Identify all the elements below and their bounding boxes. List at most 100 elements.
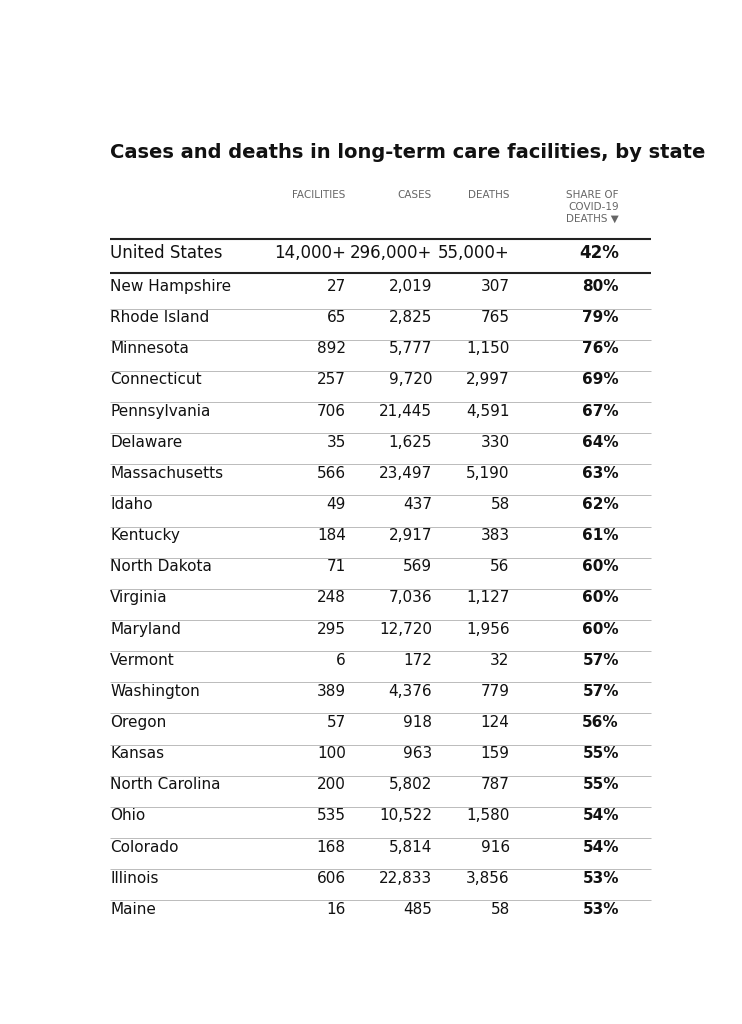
Text: Delaware: Delaware [110,435,183,450]
Text: 892: 892 [317,341,346,356]
Text: 307: 307 [481,279,510,294]
Text: 60%: 60% [582,591,619,605]
Text: 62%: 62% [582,497,619,512]
Text: 1,127: 1,127 [466,591,510,605]
Text: 9,720: 9,720 [389,373,432,387]
Text: 389: 389 [317,684,346,699]
Text: 1,150: 1,150 [466,341,510,356]
Text: 295: 295 [317,622,346,637]
Text: 14,000+: 14,000+ [274,245,346,262]
Text: 1,956: 1,956 [466,622,510,637]
Text: 787: 787 [481,777,510,793]
Text: Colorado: Colorado [110,840,179,855]
Text: 23,497: 23,497 [378,466,432,481]
Text: 65: 65 [326,310,346,326]
Text: 10,522: 10,522 [379,809,432,823]
Text: 5,802: 5,802 [389,777,432,793]
Text: 49: 49 [326,497,346,512]
Text: 765: 765 [481,310,510,326]
Text: 296,000+: 296,000+ [349,245,432,262]
Text: 76%: 76% [582,341,619,356]
Text: 4,376: 4,376 [388,684,432,699]
Text: 6: 6 [336,652,346,668]
Text: 330: 330 [481,435,510,450]
Text: 248: 248 [317,591,346,605]
Text: 5,190: 5,190 [466,466,510,481]
Text: 566: 566 [317,466,346,481]
Text: 2,825: 2,825 [389,310,432,326]
Text: 124: 124 [481,715,510,730]
Text: 35: 35 [326,435,346,450]
Text: Connecticut: Connecticut [110,373,202,387]
Text: Washington: Washington [110,684,200,699]
Text: Kansas: Kansas [110,746,164,761]
Text: 2,997: 2,997 [466,373,510,387]
Text: 5,814: 5,814 [389,840,432,855]
Text: 184: 184 [317,528,346,543]
Text: 21,445: 21,445 [379,403,432,419]
Text: 57%: 57% [582,684,619,699]
Text: 916: 916 [481,840,510,855]
Text: 3,856: 3,856 [466,870,510,886]
Text: 27: 27 [326,279,346,294]
Text: 5,777: 5,777 [389,341,432,356]
Text: 79%: 79% [582,310,619,326]
Text: 383: 383 [481,528,510,543]
Text: 168: 168 [317,840,346,855]
Text: 16: 16 [326,902,346,916]
Text: 64%: 64% [582,435,619,450]
Text: 60%: 60% [582,559,619,574]
Text: 963: 963 [403,746,432,761]
Text: 100: 100 [317,746,346,761]
Text: 437: 437 [403,497,432,512]
Text: Maryland: Maryland [110,622,181,637]
Text: United States: United States [110,245,223,262]
Text: 60%: 60% [582,622,619,637]
Text: 1,580: 1,580 [466,809,510,823]
Text: DEATHS: DEATHS [468,189,510,200]
Text: FACILITIES: FACILITIES [292,189,346,200]
Text: 12,720: 12,720 [379,622,432,637]
Text: 56: 56 [490,559,510,574]
Text: 53%: 53% [582,870,619,886]
Text: Virginia: Virginia [110,591,168,605]
Text: 57%: 57% [582,652,619,668]
Text: 69%: 69% [582,373,619,387]
Text: Massachusetts: Massachusetts [110,466,223,481]
Text: 54%: 54% [582,809,619,823]
Text: 569: 569 [403,559,432,574]
Text: 2,019: 2,019 [389,279,432,294]
Text: Rhode Island: Rhode Island [110,310,209,326]
Text: 4,591: 4,591 [466,403,510,419]
Text: Minnesota: Minnesota [110,341,189,356]
Text: 779: 779 [481,684,510,699]
Text: 42%: 42% [579,245,619,262]
Text: Illinois: Illinois [110,870,159,886]
Text: Kentucky: Kentucky [110,528,180,543]
Text: 54%: 54% [582,840,619,855]
Text: 200: 200 [317,777,346,793]
Text: 55,000+: 55,000+ [438,245,510,262]
Text: 67%: 67% [582,403,619,419]
Text: 159: 159 [481,746,510,761]
Text: North Dakota: North Dakota [110,559,212,574]
Text: 172: 172 [403,652,432,668]
Text: Oregon: Oregon [110,715,166,730]
Text: 58: 58 [490,902,510,916]
Text: 71: 71 [326,559,346,574]
Text: 2,917: 2,917 [389,528,432,543]
Text: Ohio: Ohio [110,809,145,823]
Text: Pennsylvania: Pennsylvania [110,403,211,419]
Text: 535: 535 [317,809,346,823]
Text: 57: 57 [326,715,346,730]
Text: 61%: 61% [582,528,619,543]
Text: New Hampshire: New Hampshire [110,279,231,294]
Text: 53%: 53% [582,902,619,916]
Text: 1,625: 1,625 [389,435,432,450]
Text: 63%: 63% [582,466,619,481]
Text: 918: 918 [403,715,432,730]
Text: SHARE OF
COVID-19
DEATHS ▼: SHARE OF COVID-19 DEATHS ▼ [566,189,619,224]
Text: Cases and deaths in long-term care facilities, by state: Cases and deaths in long-term care facil… [110,142,706,162]
Text: Idaho: Idaho [110,497,153,512]
Text: 80%: 80% [582,279,619,294]
